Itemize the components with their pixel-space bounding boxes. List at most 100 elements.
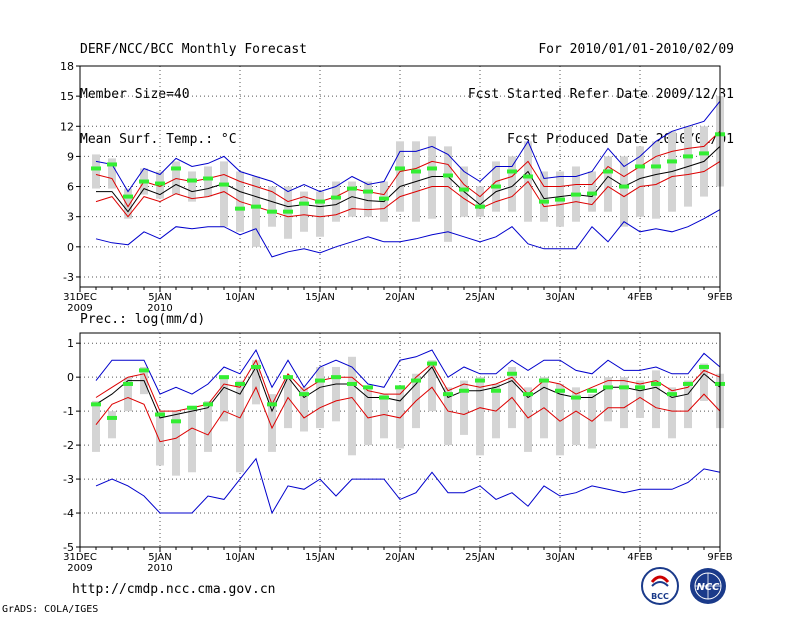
- x-tick-label: 31DEC: [63, 552, 97, 563]
- obs-marker: [219, 182, 229, 187]
- obs-marker: [427, 166, 437, 171]
- spread-box: [92, 154, 100, 189]
- obs-marker: [331, 195, 341, 200]
- obs-marker: [571, 395, 581, 400]
- obs-marker: [603, 385, 613, 390]
- panel-title: Prec.: log(mm/d): [80, 312, 205, 327]
- obs-marker: [507, 169, 517, 174]
- y-tick-label: 1: [67, 337, 74, 350]
- spread-box: [348, 356, 356, 456]
- obs-marker: [267, 209, 277, 214]
- x-tick-label: 15JAN: [305, 292, 335, 303]
- obs-marker: [283, 209, 293, 214]
- spread-box: [364, 387, 372, 446]
- obs-marker: [491, 388, 501, 393]
- obs-marker: [667, 159, 677, 164]
- series-min-line: [95, 209, 721, 258]
- obs-marker: [491, 184, 501, 189]
- x-tick-label: 10JAN: [225, 292, 255, 303]
- obs-marker: [107, 162, 117, 167]
- spread-box: [652, 370, 660, 429]
- spread-box: [540, 171, 548, 222]
- spread-box: [364, 181, 372, 217]
- series-mean-line: [95, 365, 721, 419]
- spread-box: [156, 411, 164, 466]
- x-tick-label: 9FEB: [707, 552, 732, 563]
- obs-marker: [171, 419, 181, 424]
- series-max-line: [95, 100, 721, 193]
- spread-box: [460, 380, 468, 435]
- obs-marker: [123, 381, 133, 386]
- spread-box: [236, 380, 244, 473]
- obs-marker: [443, 173, 453, 178]
- header-title: DERF/NCC/BCC Monthly Forecast: [80, 42, 307, 57]
- y-tick-label: 0: [67, 371, 74, 384]
- ncc-logo-text: NCC: [696, 582, 720, 593]
- obs-marker: [699, 151, 709, 156]
- spread-box: [188, 407, 196, 473]
- y-tick-label: -1: [63, 405, 74, 418]
- spread-box: [636, 146, 644, 217]
- spread-box: [652, 141, 660, 219]
- x-tick-label: 4FEB: [627, 292, 652, 303]
- obs-marker: [251, 204, 261, 209]
- spread-box: [284, 377, 292, 429]
- y-tick-label: 6: [67, 181, 74, 194]
- obs-marker: [539, 378, 549, 383]
- obs-marker: [683, 154, 693, 159]
- spread-box: [428, 360, 436, 412]
- spread-box: [476, 377, 484, 456]
- obs-marker: [91, 166, 101, 171]
- header-period: For 2010/01/01-2010/02/09: [538, 42, 734, 57]
- spread-box: [428, 136, 436, 219]
- obs-marker: [363, 385, 373, 390]
- x-tick-label: 10JAN: [225, 552, 255, 563]
- obs-marker: [603, 169, 613, 174]
- x-tick-label: 30JAN: [545, 292, 575, 303]
- obs-marker: [555, 197, 565, 202]
- obs-marker: [251, 364, 261, 369]
- x-tick-label: 2010: [147, 563, 172, 574]
- header-variable: Mean Surf. Temp.: °C: [80, 132, 237, 147]
- obs-marker: [459, 187, 469, 192]
- obs-marker: [587, 191, 597, 196]
- ncc-logo: NCC: [690, 568, 726, 604]
- spread-box: [188, 171, 196, 202]
- obs-marker: [299, 201, 309, 206]
- spread-box: [204, 166, 212, 197]
- spread-box: [700, 363, 708, 401]
- obs-marker: [651, 381, 661, 386]
- obs-marker: [123, 194, 133, 199]
- spread-box: [524, 387, 532, 452]
- obs-marker: [555, 388, 565, 393]
- spread-box: [316, 191, 324, 237]
- spread-box: [332, 366, 340, 422]
- spread-box: [332, 181, 340, 222]
- obs-marker: [139, 368, 149, 373]
- spread-box: [92, 400, 100, 452]
- obs-marker: [523, 174, 533, 179]
- obs-marker: [411, 169, 421, 174]
- spread-box: [572, 387, 580, 446]
- obs-marker: [411, 378, 421, 383]
- y-tick-label: -4: [63, 507, 74, 520]
- obs-marker: [571, 192, 581, 197]
- x-tick-label: 2009: [67, 563, 92, 574]
- spread-box: [588, 171, 596, 212]
- obs-marker: [683, 381, 693, 386]
- y-tick-label: 18: [60, 60, 74, 73]
- x-tick-label: 9FEB: [707, 292, 732, 303]
- bcc-logo: BCC: [641, 567, 679, 605]
- spread-box: [268, 394, 276, 452]
- obs-marker: [443, 392, 453, 397]
- header-member-size: Member Size=40: [80, 87, 190, 102]
- x-tick-label: 30JAN: [545, 552, 575, 563]
- obs-marker: [619, 184, 629, 189]
- x-tick-label: 2010: [147, 303, 172, 314]
- obs-marker: [379, 395, 389, 400]
- obs-marker: [347, 186, 357, 191]
- footer-url[interactable]: http://cmdp.ncc.cma.gov.cn: [72, 582, 276, 597]
- series-min-line: [95, 457, 721, 515]
